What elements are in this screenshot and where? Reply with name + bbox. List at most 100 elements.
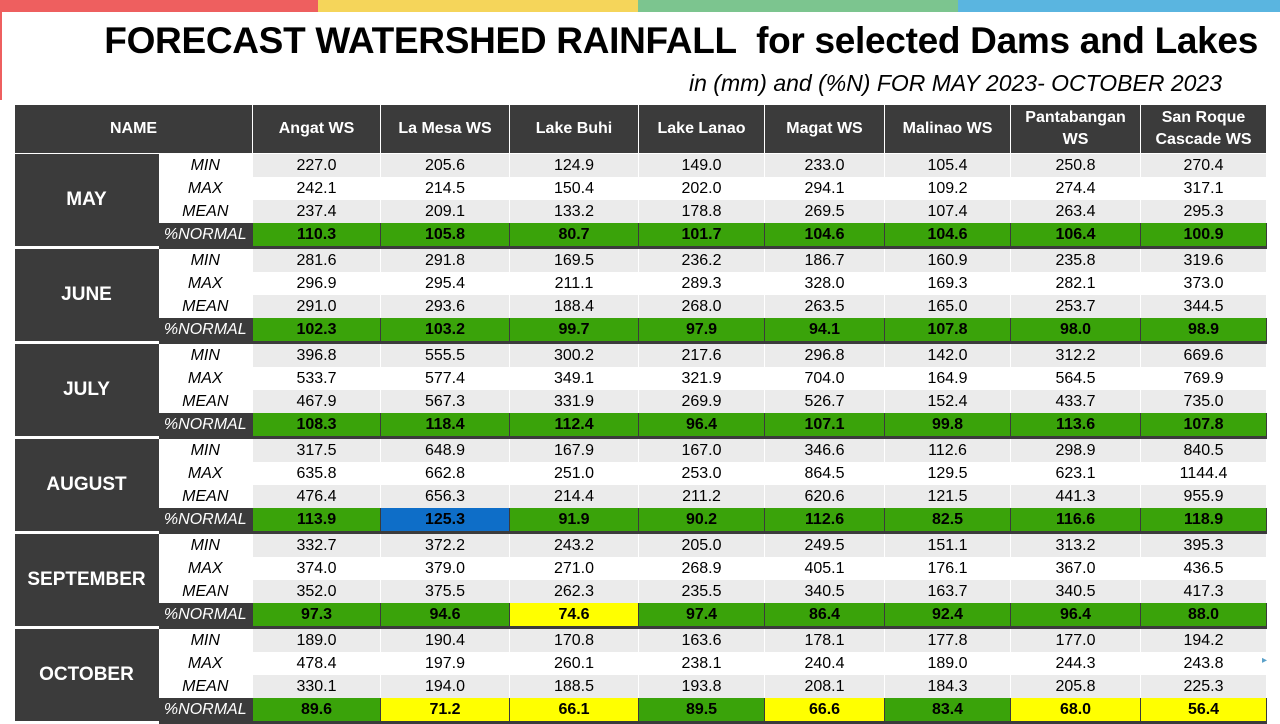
- value-cell: 164.9: [884, 367, 1012, 390]
- normal-value-cell: 96.4: [638, 413, 766, 439]
- stat-label: MEAN: [158, 295, 253, 318]
- stat-label: MAX: [158, 272, 253, 295]
- value-cell: 367.0: [1010, 557, 1142, 580]
- normal-value-cell: 86.4: [764, 603, 886, 629]
- table-row: JULY MIN 396.8 555.5 300.2 217.6 296.8 142.0 312…: [14, 342, 1268, 439]
- column-header: Angat WS: [252, 104, 382, 154]
- value-cell: 189.0: [884, 652, 1012, 675]
- value-cell: 242.1: [252, 177, 382, 200]
- value-cell: 331.9: [509, 390, 640, 413]
- table-row: OCTOBER MIN 189.0 190.4 170.8 163.6 178.1 177.8…: [14, 627, 1268, 724]
- value-cell: 330.1: [252, 675, 382, 698]
- normal-label: %NORMAL: [158, 318, 253, 344]
- normal-value-cell: 97.9: [638, 318, 766, 344]
- value-cell: 152.4: [884, 390, 1012, 413]
- value-cell: 349.1: [509, 367, 640, 390]
- table-row: MAX 374.0 379.0 271.0 268.9 405.1 176.1 367.0 43…: [15, 557, 1268, 580]
- value-cell: 250.8: [1010, 153, 1142, 177]
- normal-value-cell: 112.6: [764, 508, 886, 534]
- value-cell: 269.5: [764, 200, 886, 223]
- value-cell: 202.0: [638, 177, 766, 200]
- column-header: La Mesa WS: [380, 104, 511, 154]
- table-row: MAX 635.8 662.8 251.0 253.0 864.5 129.5 623.1 11…: [15, 462, 1268, 485]
- value-cell: 332.7: [252, 532, 382, 557]
- top-bar-green: [638, 0, 958, 12]
- slide-arrow-icon: ▸: [1262, 655, 1268, 666]
- stat-label: MAX: [158, 367, 253, 390]
- value-cell: 282.1: [1010, 272, 1142, 295]
- value-cell: 669.6: [1140, 342, 1268, 367]
- value-cell: 262.3: [509, 580, 640, 603]
- value-cell: 151.1: [884, 532, 1012, 557]
- normal-value-cell: 125.3: [380, 508, 511, 534]
- normal-value-cell: 71.2: [380, 698, 511, 724]
- normal-value-cell: 100.9: [1140, 223, 1268, 249]
- value-cell: 211.2: [638, 485, 766, 508]
- stat-label: MAX: [158, 462, 253, 485]
- value-cell: 260.1: [509, 652, 640, 675]
- value-cell: 163.7: [884, 580, 1012, 603]
- value-cell: 149.0: [638, 153, 766, 177]
- normal-row: %NORMAL 110.3 105.8 80.7 101.7 104.6 104.6 106.…: [15, 223, 1268, 249]
- normal-value-cell: 116.6: [1010, 508, 1142, 534]
- value-cell: 321.9: [638, 367, 766, 390]
- value-cell: 209.1: [380, 200, 511, 223]
- value-cell: 133.2: [509, 200, 640, 223]
- normal-value-cell: 66.6: [764, 698, 886, 724]
- stat-label: MAX: [158, 557, 253, 580]
- normal-value-cell: 94.1: [764, 318, 886, 344]
- value-cell: 769.9: [1140, 367, 1268, 390]
- month-label: AUGUST: [14, 437, 159, 534]
- value-cell: 291.8: [380, 247, 511, 272]
- value-cell: 177.8: [884, 627, 1012, 652]
- value-cell: 238.1: [638, 652, 766, 675]
- value-cell: 112.6: [884, 437, 1012, 462]
- stat-label: MEAN: [158, 485, 253, 508]
- normal-value-cell: 90.2: [638, 508, 766, 534]
- value-cell: 176.1: [884, 557, 1012, 580]
- name-header: NAME: [13, 104, 254, 154]
- value-cell: 263.5: [764, 295, 886, 318]
- value-cell: 205.6: [380, 153, 511, 177]
- value-cell: 227.0: [252, 153, 382, 177]
- value-cell: 214.5: [380, 177, 511, 200]
- table-body: MAY MIN 227.0 205.6 124.9 149.0 233.0 105.4 250.…: [14, 153, 1268, 724]
- value-cell: 662.8: [380, 462, 511, 485]
- column-header: Malinao WS: [884, 104, 1012, 154]
- value-cell: 263.4: [1010, 200, 1142, 223]
- value-cell: 317.1: [1140, 177, 1268, 200]
- value-cell: 295.3: [1140, 200, 1268, 223]
- value-cell: 217.6: [638, 342, 766, 367]
- value-cell: 372.2: [380, 532, 511, 557]
- value-cell: 167.0: [638, 437, 766, 462]
- value-cell: 300.2: [509, 342, 640, 367]
- normal-value-cell: 96.4: [1010, 603, 1142, 629]
- value-cell: 188.5: [509, 675, 640, 698]
- value-cell: 564.5: [1010, 367, 1142, 390]
- normal-label: %NORMAL: [158, 223, 253, 249]
- value-cell: 169.3: [884, 272, 1012, 295]
- normal-value-cell: 105.8: [380, 223, 511, 249]
- value-cell: 533.7: [252, 367, 382, 390]
- normal-value-cell: 83.4: [884, 698, 1012, 724]
- value-cell: 704.0: [764, 367, 886, 390]
- value-cell: 208.1: [764, 675, 886, 698]
- normal-value-cell: 104.6: [884, 223, 1012, 249]
- table-header-row: NAME Angat WS La Mesa WS Lake Buhi Lake …: [13, 104, 1268, 154]
- stat-label: MIN: [158, 342, 253, 367]
- value-cell: 555.5: [380, 342, 511, 367]
- top-color-bar: [0, 0, 1280, 12]
- stat-label: MEAN: [158, 580, 253, 603]
- table-row: AUGUST MIN 317.5 648.9 167.9 167.0 346.6 112.6 2…: [14, 437, 1268, 534]
- value-cell: 142.0: [884, 342, 1012, 367]
- value-cell: 274.4: [1010, 177, 1142, 200]
- value-cell: 186.7: [764, 247, 886, 272]
- normal-value-cell: 99.7: [509, 318, 640, 344]
- value-cell: 165.0: [884, 295, 1012, 318]
- value-cell: 233.0: [764, 153, 886, 177]
- month-label: SEPTEMBER: [14, 532, 159, 629]
- value-cell: 253.7: [1010, 295, 1142, 318]
- value-cell: 1144.4: [1140, 462, 1268, 485]
- value-cell: 328.0: [764, 272, 886, 295]
- normal-value-cell: 112.4: [509, 413, 640, 439]
